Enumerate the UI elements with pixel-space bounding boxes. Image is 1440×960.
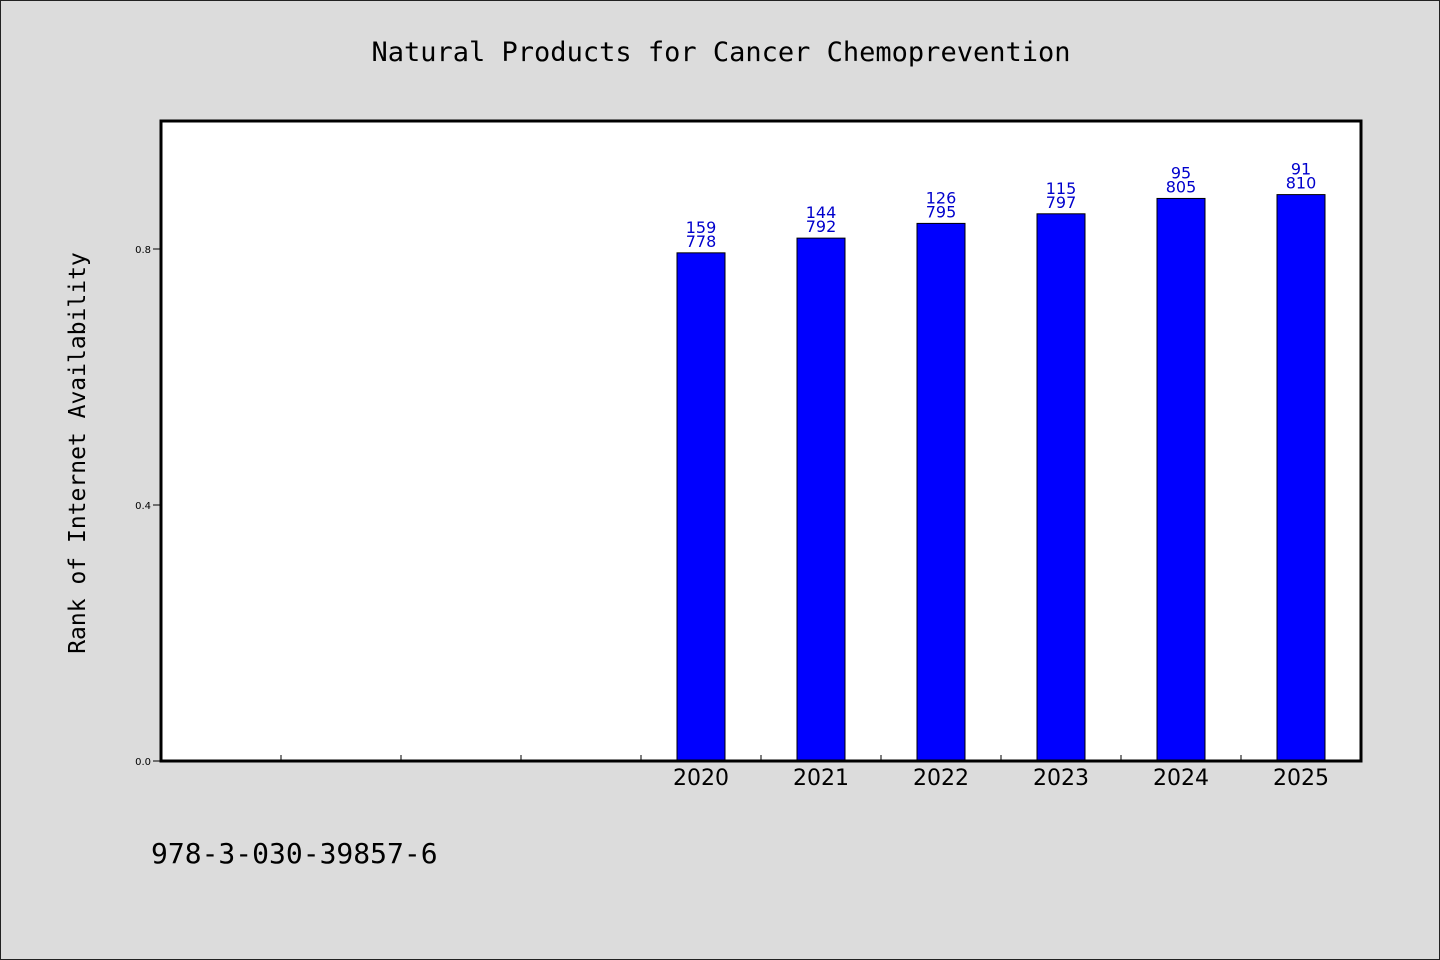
x-tick-label: 2025 xyxy=(1273,766,1329,791)
x-tick-label: 2023 xyxy=(1033,766,1089,791)
bar xyxy=(1036,213,1086,762)
isbn-label: 978-3-030-39857-6 xyxy=(151,837,438,870)
bar xyxy=(1156,197,1206,762)
bar-label-bottom: 778 xyxy=(686,232,717,251)
bar-label-top: 159 xyxy=(686,218,717,237)
bar xyxy=(1276,194,1326,762)
bar xyxy=(916,222,966,762)
x-tick-label: 2021 xyxy=(793,766,849,791)
chart-title: Natural Products for Cancer Chemoprevent… xyxy=(371,37,1071,68)
x-tick-label: 2020 xyxy=(673,766,729,791)
bar-label-top: 144 xyxy=(806,203,837,222)
plot-frame xyxy=(159,119,1363,763)
bar-label-top: 115 xyxy=(1046,179,1077,198)
y-axis-label: Rank of Internet Availability xyxy=(65,252,91,654)
x-tick-label: 2024 xyxy=(1153,766,1209,791)
bar xyxy=(676,252,726,762)
bar-label-bottom: 805 xyxy=(1166,177,1197,196)
bar-label-top: 95 xyxy=(1171,163,1191,182)
bar-label-bottom: 797 xyxy=(1046,193,1077,212)
bar-label-bottom: 810 xyxy=(1286,174,1317,193)
bar-label-top: 126 xyxy=(926,188,957,207)
bar-label-top: 91 xyxy=(1291,160,1311,179)
x-tick-label: 2022 xyxy=(913,766,969,791)
y-tick-label: 0.4 xyxy=(135,501,151,512)
bar xyxy=(796,237,846,762)
bar-label-bottom: 795 xyxy=(926,202,957,221)
y-tick-label: 0.8 xyxy=(135,245,151,256)
bar-label-bottom: 792 xyxy=(806,217,837,236)
y-tick-label: 0.0 xyxy=(135,757,151,768)
